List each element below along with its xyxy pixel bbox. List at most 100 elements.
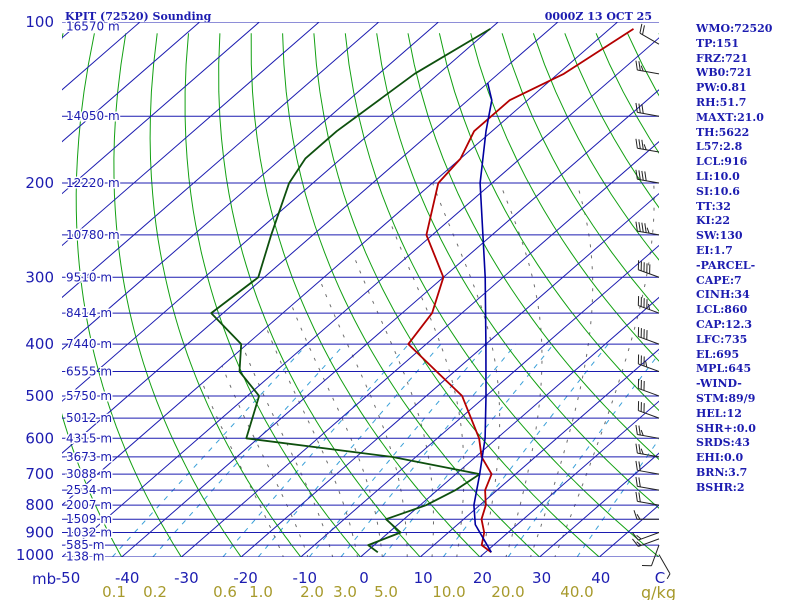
wind-barb-shaft bbox=[637, 485, 660, 491]
wind-barb-feather bbox=[640, 65, 644, 72]
wind-barb-feather bbox=[635, 443, 638, 454]
index-item: SRDS:43 bbox=[696, 436, 750, 450]
height-label: 3673 m bbox=[66, 450, 112, 464]
wind-barb-feather bbox=[639, 23, 643, 34]
wind-barb-shaft bbox=[637, 452, 660, 458]
mixing-ratio-tick-label: 0.6 bbox=[213, 583, 237, 600]
isotherm-line bbox=[62, 22, 499, 402]
index-item: BSHR:2 bbox=[696, 480, 745, 494]
pressure-unit-label: mb bbox=[32, 570, 56, 588]
height-label: 3088 m bbox=[66, 467, 112, 481]
dry-adiabat-line bbox=[344, 33, 659, 557]
height-label: 14050 m bbox=[66, 109, 120, 123]
plot-area bbox=[62, 22, 659, 557]
index-item: BRN:3.7 bbox=[696, 465, 748, 479]
wind-barb-feather bbox=[644, 223, 647, 233]
wind-barb bbox=[633, 510, 659, 520]
wind-barb-feather bbox=[635, 460, 638, 471]
height-label: 10780 m bbox=[66, 228, 120, 242]
dry-adiabat-line bbox=[501, 33, 659, 312]
pressure-tick-label: 400 bbox=[25, 335, 54, 353]
wind-barb-feather bbox=[635, 491, 638, 502]
wind-barb-feather bbox=[640, 429, 644, 436]
wind-barb-shaft bbox=[639, 32, 660, 45]
dewpoint-profile bbox=[210, 28, 491, 554]
wind-barb-feather bbox=[646, 227, 650, 234]
temperature-tick-label: 40 bbox=[591, 569, 610, 587]
pressure-tick-label: 900 bbox=[25, 524, 54, 542]
pressure-tick-label: 200 bbox=[25, 174, 54, 192]
wind-barb-shaft bbox=[638, 532, 660, 541]
wind-barb-shaft bbox=[638, 363, 660, 372]
wind-barb-feather bbox=[636, 534, 642, 540]
wind-barb-feather bbox=[635, 476, 638, 487]
profiles bbox=[210, 28, 634, 554]
wind-barb bbox=[635, 221, 660, 236]
height-label: 16570 m bbox=[66, 20, 120, 34]
wind-barb bbox=[635, 491, 660, 506]
wind-barb bbox=[635, 102, 660, 117]
temperature-tick-label: 10 bbox=[414, 569, 433, 587]
temperature-tick-label: C bbox=[655, 569, 665, 587]
wind-barb-feather bbox=[641, 139, 644, 150]
index-item: LCL:860 bbox=[696, 303, 748, 317]
mixing-ratio-tick-label: 40.0 bbox=[560, 583, 593, 600]
wind-barb-feather bbox=[638, 103, 641, 113]
wind-barb bbox=[637, 260, 660, 278]
chart-datetime: 0000Z 13 OCT 25 bbox=[545, 10, 652, 23]
wind-barb-feather bbox=[635, 138, 638, 149]
dry-adiabat-line bbox=[149, 33, 302, 557]
index-item: PW:0.81 bbox=[696, 81, 747, 95]
wind-barb-shaft bbox=[637, 111, 660, 117]
wind-barb bbox=[635, 476, 660, 491]
index-item: EL:695 bbox=[696, 347, 740, 361]
wind-barb-shaft bbox=[637, 230, 660, 236]
wind-barb bbox=[637, 327, 660, 345]
index-item: FRZ:721 bbox=[696, 51, 749, 65]
mixing-ratio-tick-label: 5.0 bbox=[374, 583, 398, 600]
isotherm-line bbox=[240, 192, 659, 557]
index-item: RH:51.7 bbox=[696, 95, 747, 109]
wind-barb bbox=[639, 23, 660, 45]
dry-adiabat-line bbox=[113, 33, 242, 557]
temperature-tick-label: -40 bbox=[115, 569, 140, 587]
wind-barb-shaft bbox=[638, 336, 660, 345]
wind-barb bbox=[635, 460, 660, 475]
isotherm-line bbox=[419, 348, 659, 557]
wind-barb-feather bbox=[636, 541, 642, 546]
pressure-tick-label: 1000 bbox=[16, 546, 54, 564]
isotherm-line bbox=[300, 244, 659, 557]
dry-adiabat-line bbox=[407, 33, 659, 461]
height-labels: 16570 m 14050 m 12220 m 10780 m 9510 m 8414 m… bbox=[65, 18, 122, 565]
height-label: 6555 m bbox=[66, 364, 112, 378]
isotherm-line bbox=[360, 296, 659, 557]
index-item: -PARCEL- bbox=[696, 258, 756, 272]
wind-barb bbox=[637, 296, 660, 314]
isotherm-line bbox=[62, 22, 260, 195]
height-label: 1032 m bbox=[66, 526, 112, 540]
wind-barb-feather bbox=[641, 103, 644, 114]
wind-barb-feather bbox=[638, 492, 641, 502]
isotherms bbox=[62, 22, 659, 557]
height-label: 2007 m bbox=[66, 498, 112, 512]
index-item: MPL:645 bbox=[696, 362, 752, 376]
wind-barb bbox=[637, 378, 660, 397]
index-item: TP:151 bbox=[696, 36, 740, 50]
wind-barb-feather bbox=[638, 61, 641, 71]
chart-title: KPIT (72520) Sounding bbox=[65, 10, 212, 23]
wind-barb-feather bbox=[644, 171, 647, 181]
wind-barbs bbox=[632, 23, 671, 580]
pressure-tick-label: 800 bbox=[25, 496, 54, 514]
height-label: 5012 m bbox=[66, 411, 112, 425]
index-item: SI:10.6 bbox=[696, 184, 740, 198]
dry-adiabat-line bbox=[470, 33, 659, 362]
wind-barb bbox=[641, 544, 660, 567]
index-item: CAP:12.3 bbox=[696, 317, 753, 331]
dry-adiabat-line bbox=[438, 33, 659, 412]
pressure-tick-label: 100 bbox=[25, 13, 54, 31]
wind-barb-feather bbox=[642, 25, 645, 35]
parcel-path bbox=[473, 82, 493, 553]
index-item: EI:1.7 bbox=[696, 243, 733, 257]
